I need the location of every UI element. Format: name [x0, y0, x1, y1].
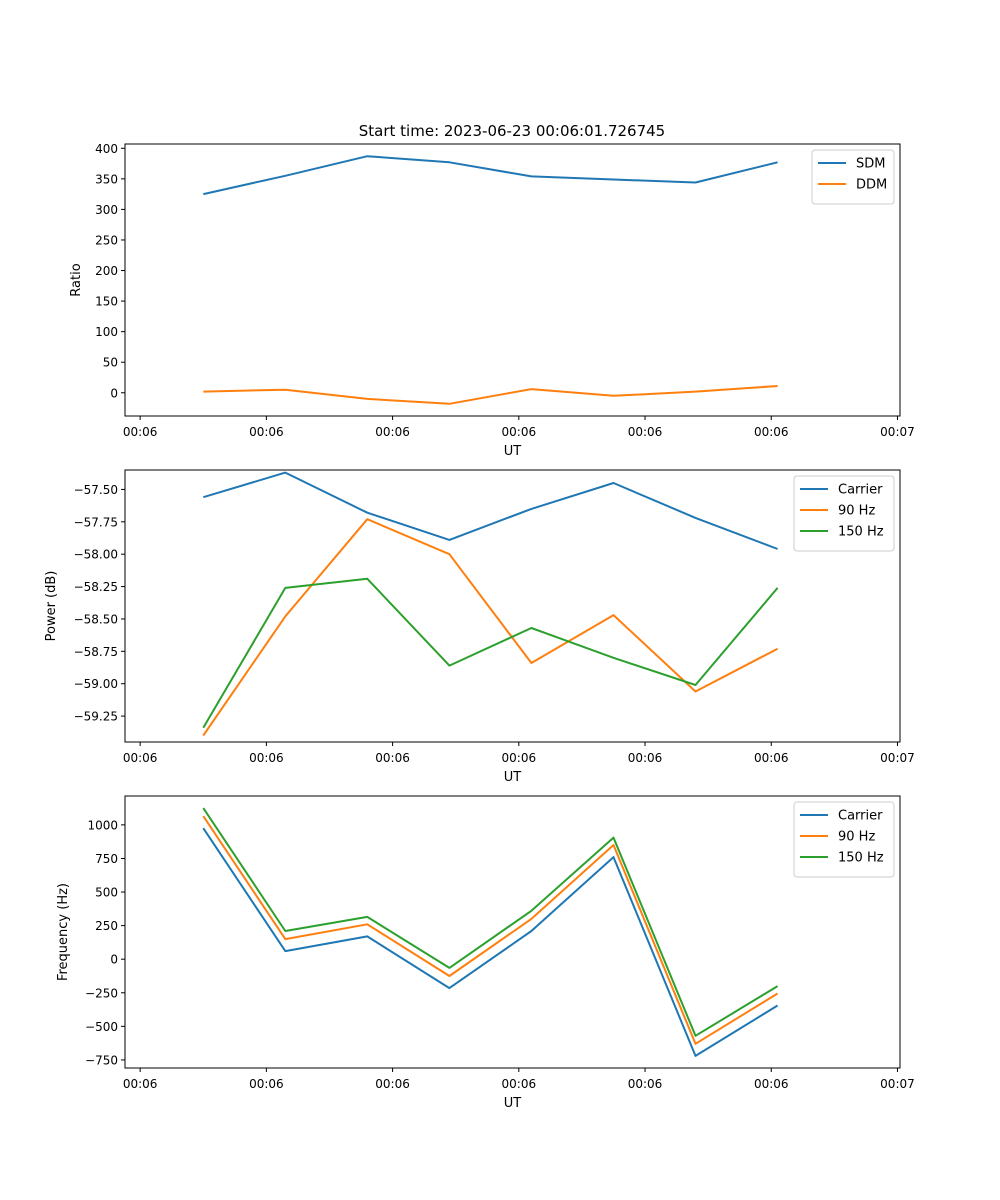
x-tick-label: 00:07 — [880, 1077, 915, 1091]
y-axis-label: Frequency (Hz) — [56, 883, 71, 981]
series-line-90-hz — [202, 518, 779, 737]
x-axis-label: UT — [504, 770, 522, 785]
y-tick-label: 200 — [95, 264, 118, 278]
y-tick-label: 1000 — [87, 818, 118, 832]
series-line-carrier — [203, 471, 778, 550]
y-axis-label: Ratio — [69, 263, 84, 296]
y-tick-label: −57.75 — [74, 515, 118, 529]
panel-1: 0 50 100 150 200 250 300 350 400 00:06 00:06 00:06 0… — [69, 142, 915, 459]
y-tick-label: 750 — [95, 852, 118, 866]
x-tick-label: 00:06 — [123, 1077, 158, 1091]
y-tick-label: −58.75 — [74, 645, 118, 659]
x-tick-label: 00:06 — [754, 751, 789, 765]
x-tick-label: 00:06 — [754, 1077, 789, 1091]
x-axis-label: UT — [504, 444, 522, 459]
y-tick-label: −59.25 — [74, 710, 118, 724]
y-tick-label: 250 — [95, 919, 118, 933]
x-tick-label: 00:06 — [375, 1077, 410, 1091]
legend-label: Carrier — [838, 809, 883, 824]
figure-title: Start time: 2023-06-23 00:06:01.726745 — [359, 122, 665, 140]
legend-label: 150 Hz — [838, 851, 884, 866]
y-tick-label: 50 — [103, 356, 118, 370]
legend-label: DDM — [856, 178, 887, 193]
legend-label: 90 Hz — [838, 504, 875, 519]
y-tick-label: 300 — [95, 203, 118, 217]
x-tick-label: 00:06 — [502, 1077, 537, 1091]
y-tick-label: −58.50 — [74, 612, 118, 626]
y-tick-label: −250 — [85, 986, 118, 1000]
y-tick-label: 0 — [110, 953, 118, 967]
series-line-150-hz — [202, 807, 779, 1037]
legend-box — [793, 801, 895, 878]
legend-label: 90 Hz — [838, 830, 875, 845]
y-tick-label: 250 — [95, 233, 118, 247]
x-tick-label: 00:06 — [375, 751, 410, 765]
y-tick-label: −59.00 — [74, 677, 118, 691]
legend: Carrier 90 Hz 150 Hz — [793, 801, 895, 878]
x-tick-label: 00:06 — [754, 425, 789, 439]
y-tick-label: −58.25 — [74, 580, 118, 594]
y-axis-label: Power (dB) — [44, 571, 59, 642]
y-tick-label: 500 — [95, 886, 118, 900]
y-tick-label: 150 — [95, 295, 118, 309]
panel-2: −59.25 −59.00 −58.75 −58.50 −58.25 −58.00 −57.… — [44, 469, 915, 785]
legend-box — [793, 475, 895, 552]
series-line-ddm — [203, 385, 778, 405]
y-tick-label: −750 — [85, 1053, 118, 1067]
x-tick-label: 00:07 — [880, 425, 915, 439]
x-tick-label: 00:06 — [502, 425, 537, 439]
x-tick-label: 00:06 — [249, 751, 284, 765]
x-tick-label: 00:06 — [628, 1077, 663, 1091]
x-tick-label: 00:06 — [628, 425, 663, 439]
y-tick-label: −57.50 — [74, 483, 118, 497]
axes-frame — [124, 795, 901, 1069]
x-tick-label: 00:06 — [375, 425, 410, 439]
axes-frame — [124, 143, 901, 417]
y-tick-label: 0 — [110, 386, 118, 400]
legend: SDM DDM — [811, 149, 895, 205]
axes-frame — [124, 469, 901, 743]
y-tick-label: 350 — [95, 172, 118, 186]
y-tick-label: −500 — [85, 1020, 118, 1034]
legend-label: Carrier — [838, 483, 883, 498]
x-tick-label: 00:06 — [249, 1077, 284, 1091]
x-tick-label: 00:06 — [628, 751, 663, 765]
x-tick-label: 00:06 — [249, 425, 284, 439]
y-tick-label: 400 — [95, 142, 118, 156]
series-line-carrier — [202, 827, 779, 1057]
x-tick-label: 00:07 — [880, 751, 915, 765]
legend-label: 150 Hz — [838, 525, 884, 540]
x-tick-label: 00:06 — [123, 425, 158, 439]
x-tick-label: 00:06 — [502, 751, 537, 765]
legend: Carrier 90 Hz 150 Hz — [793, 475, 895, 552]
x-tick-label: 00:06 — [123, 751, 158, 765]
series-line-150-hz — [202, 577, 779, 729]
x-axis-label: UT — [504, 1096, 522, 1111]
panel-3: −750 −500 −250 0 250 500 750 1000 00:06 00:06 00:0… — [56, 795, 915, 1111]
y-tick-label: −58.00 — [74, 548, 118, 562]
y-tick-label: 100 — [95, 325, 118, 339]
panels: 0 50 100 150 200 250 300 350 400 00:06 00:06 00:06 0… — [44, 142, 915, 1111]
series-line-90-hz — [202, 815, 779, 1045]
legend-label: SDM — [856, 157, 885, 172]
series-line-sdm — [203, 155, 778, 196]
